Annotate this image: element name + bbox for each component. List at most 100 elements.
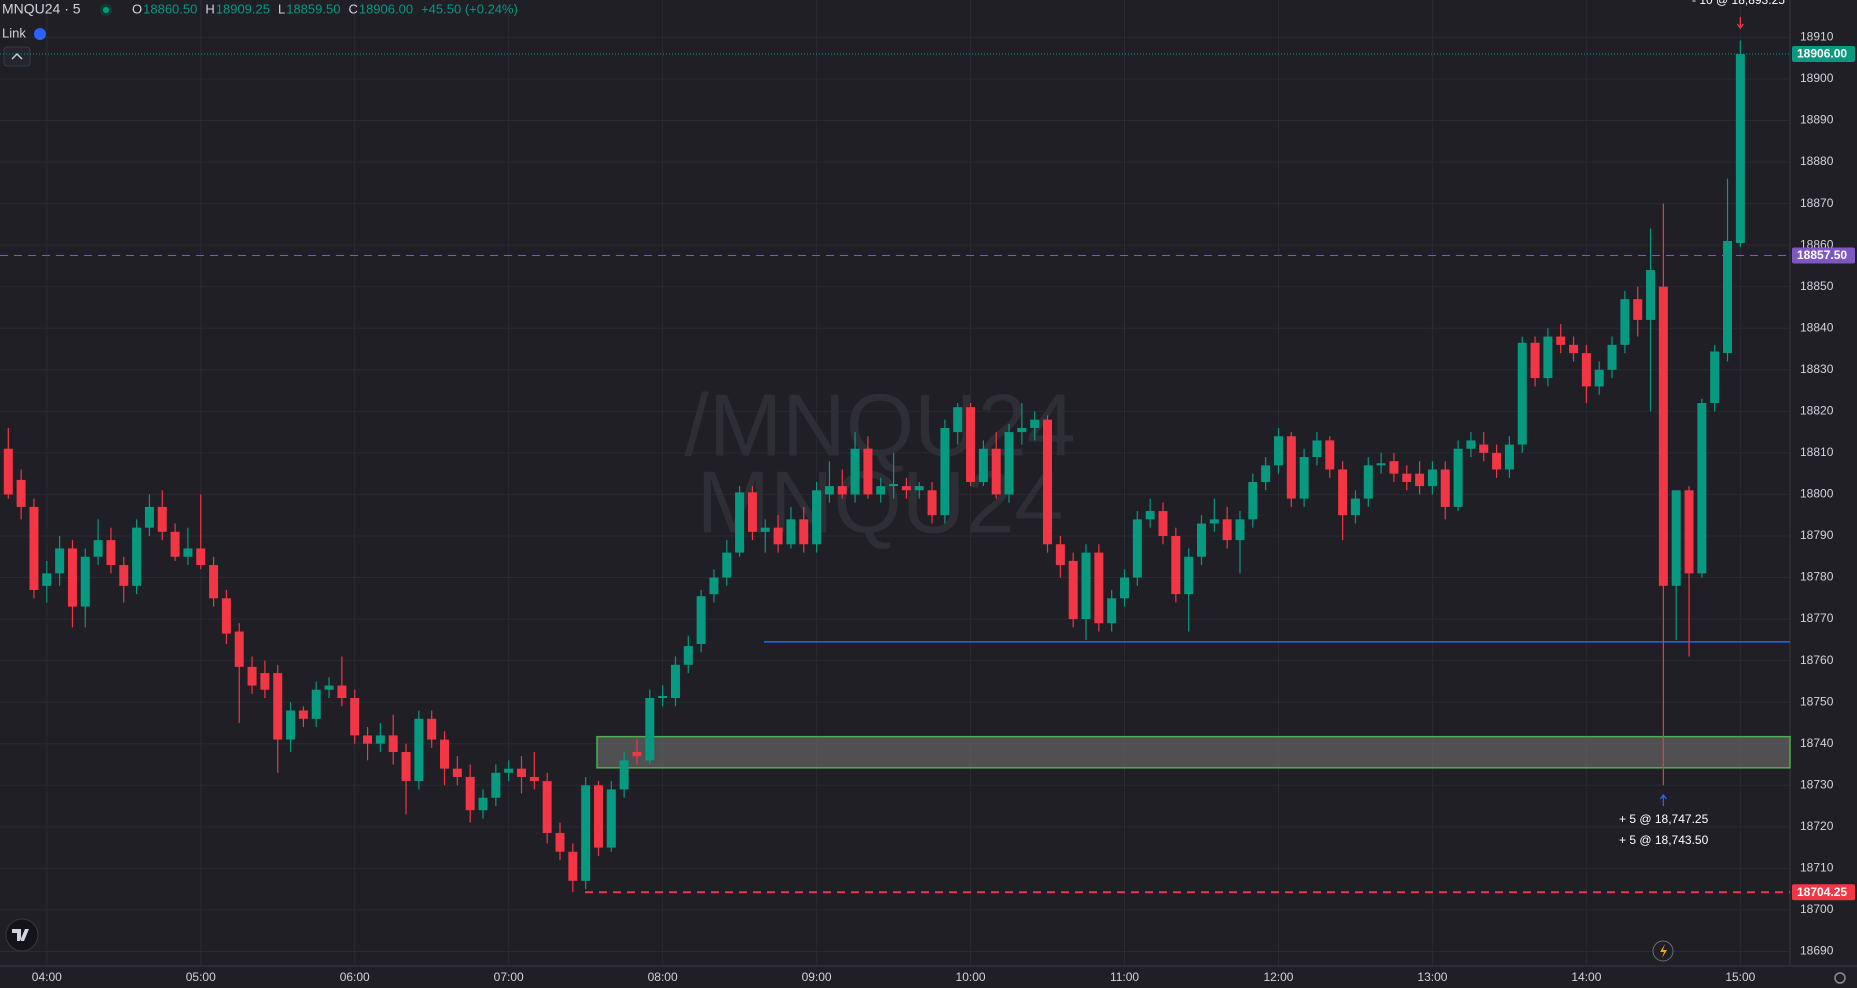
candle-body bbox=[388, 735, 398, 753]
candle-body bbox=[1581, 353, 1591, 387]
candle-body bbox=[722, 552, 732, 578]
price-tag-label: 18857.50 bbox=[1797, 248, 1847, 262]
candle-body bbox=[1723, 240, 1733, 354]
candle-body bbox=[1222, 519, 1232, 541]
candle-body bbox=[991, 448, 1001, 495]
candle-body bbox=[132, 527, 142, 586]
candle-body bbox=[773, 527, 783, 545]
candle-body bbox=[221, 598, 231, 634]
candle-body bbox=[1415, 473, 1425, 487]
collapse-button[interactable] bbox=[3, 46, 31, 67]
candle-body bbox=[478, 797, 488, 811]
buy-arrow bbox=[1659, 793, 1667, 806]
ohlc-key: H bbox=[205, 1, 214, 16]
candle-body bbox=[55, 548, 65, 574]
candle-body bbox=[953, 407, 963, 433]
candle-body bbox=[1184, 556, 1194, 595]
candle-body bbox=[1363, 465, 1373, 499]
order-annotation: + 5 @ 18,747.25 bbox=[1619, 812, 1709, 826]
collapse-icon bbox=[11, 53, 23, 60]
ohlc-value: 18860.50 bbox=[143, 1, 197, 16]
candle-body bbox=[1030, 419, 1040, 428]
y-tick-label: 18760 bbox=[1800, 653, 1834, 667]
candle-body bbox=[978, 448, 988, 482]
candle-body bbox=[1261, 465, 1271, 482]
watermark: /MNQU24 bbox=[684, 375, 1075, 474]
change: +45.50 (+0.24%) bbox=[421, 1, 518, 16]
candle-body bbox=[1697, 403, 1707, 574]
candle-body bbox=[1273, 436, 1283, 466]
candle-body bbox=[16, 479, 26, 507]
price-tag-label: 18704.25 bbox=[1797, 885, 1847, 899]
candle-body bbox=[42, 573, 52, 586]
candle-body bbox=[1376, 463, 1386, 466]
candle-body bbox=[1196, 523, 1206, 557]
candle-body bbox=[863, 448, 873, 495]
candle-body bbox=[1646, 270, 1656, 320]
candle-body bbox=[940, 427, 950, 516]
candle-body bbox=[670, 664, 680, 699]
logo[interactable] bbox=[5, 918, 39, 952]
candle-body bbox=[1043, 419, 1053, 545]
candle-body bbox=[3, 448, 13, 495]
candle-body bbox=[1389, 461, 1399, 474]
candle-body bbox=[889, 484, 899, 487]
candle-body bbox=[29, 506, 39, 590]
link-label: Link bbox=[2, 25, 26, 40]
x-tick-label: 08:00 bbox=[648, 970, 678, 984]
candle-body bbox=[273, 673, 283, 740]
candle-body bbox=[1710, 351, 1720, 404]
candle-body bbox=[1312, 440, 1322, 458]
candle-body bbox=[401, 752, 411, 782]
candle-body bbox=[812, 490, 822, 545]
candle-body bbox=[170, 531, 180, 557]
candle-body bbox=[1466, 440, 1476, 449]
candle-body bbox=[440, 739, 450, 769]
candle-body bbox=[324, 685, 334, 690]
x-tick-label: 13:00 bbox=[1417, 970, 1447, 984]
candle-body bbox=[1338, 469, 1348, 516]
candle-body bbox=[234, 631, 244, 667]
candle-body bbox=[1209, 519, 1219, 524]
candle-body bbox=[93, 540, 103, 557]
candle-body bbox=[529, 776, 539, 782]
candle-body bbox=[1325, 440, 1335, 470]
y-tick-label: 18690 bbox=[1800, 944, 1834, 958]
candle-body bbox=[144, 506, 154, 528]
candle-body bbox=[157, 506, 167, 532]
candle-body bbox=[491, 772, 501, 798]
candle-body bbox=[517, 768, 526, 777]
candle-body bbox=[1543, 336, 1553, 379]
link-dot[interactable] bbox=[34, 28, 46, 40]
candle-body bbox=[1517, 342, 1527, 445]
candle-body bbox=[1504, 444, 1514, 470]
candle-body bbox=[1684, 490, 1694, 574]
price-tag bbox=[1792, 884, 1855, 901]
candle-body bbox=[1453, 448, 1463, 507]
candle-body bbox=[196, 548, 206, 566]
candle-body bbox=[760, 527, 770, 532]
price-axis bbox=[1790, 0, 1857, 988]
candle-body bbox=[824, 486, 834, 495]
x-tick-label: 11:00 bbox=[1110, 970, 1139, 984]
bolt-icon bbox=[1660, 944, 1667, 958]
y-tick-label: 18910 bbox=[1800, 30, 1834, 44]
candle-body bbox=[1402, 473, 1412, 482]
candle-body bbox=[1594, 369, 1604, 387]
ohlc-key: C bbox=[348, 1, 357, 16]
candle-body bbox=[786, 519, 796, 545]
candle-body bbox=[1671, 490, 1681, 586]
x-tick-label: 14:00 bbox=[1571, 970, 1601, 984]
logo-mark bbox=[12, 929, 29, 941]
candle-body bbox=[1171, 535, 1181, 595]
y-tick-label: 18890 bbox=[1800, 113, 1834, 127]
candle-body bbox=[1120, 577, 1130, 599]
symbol: MNQU24 · 5 bbox=[2, 1, 81, 17]
candle-body bbox=[452, 768, 462, 777]
order-annotation: - 10 @ 18,893.25 bbox=[1692, 0, 1785, 7]
settings-icon[interactable] bbox=[1834, 972, 1846, 984]
candle-body bbox=[286, 710, 296, 740]
candle-body bbox=[542, 781, 552, 834]
y-tick-label: 18800 bbox=[1800, 487, 1834, 501]
